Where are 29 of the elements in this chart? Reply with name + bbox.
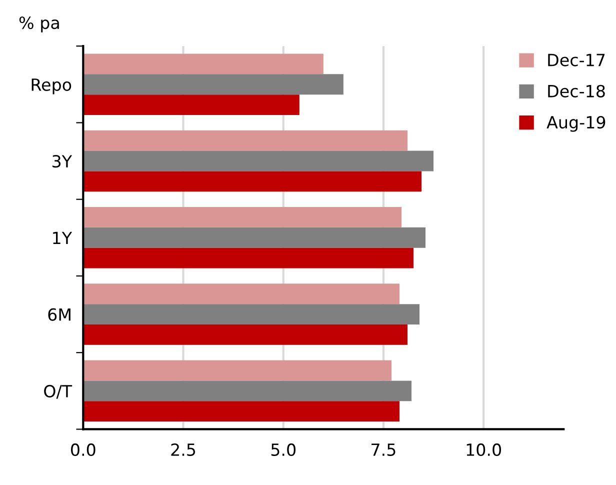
bar — [83, 54, 324, 74]
bar — [83, 171, 422, 192]
y-tick-label: O/T — [44, 384, 72, 399]
bar — [83, 74, 344, 95]
legend-label: Aug-19 — [546, 116, 606, 132]
bar — [83, 248, 414, 268]
y-axis-title: % pa — [19, 16, 59, 32]
bar — [83, 360, 392, 381]
bar — [83, 94, 300, 116]
bar — [83, 380, 412, 402]
x-tick-label: 5.0 — [271, 443, 296, 456]
bar — [83, 304, 420, 324]
x-tick-label: 7.5 — [372, 444, 396, 456]
bar — [83, 324, 408, 345]
bar — [83, 130, 408, 151]
x-tick-label: 10.0 — [466, 443, 502, 456]
bar — [83, 150, 434, 172]
y-tick-label: Repo — [32, 78, 72, 94]
legend-label: Dec-18 — [548, 84, 605, 98]
bar — [83, 227, 426, 248]
y-tick-label: 6M — [48, 308, 70, 321]
x-tick-label: 0.0 — [71, 443, 96, 456]
legend-label: Dec-17 — [548, 54, 605, 66]
x-tick-label: 2.5 — [171, 443, 196, 456]
y-tick-label: 3Y — [52, 154, 72, 168]
bar — [83, 401, 400, 422]
bar — [83, 207, 402, 228]
y-tick-label: 1Y — [53, 232, 72, 244]
bar — [83, 284, 400, 304]
